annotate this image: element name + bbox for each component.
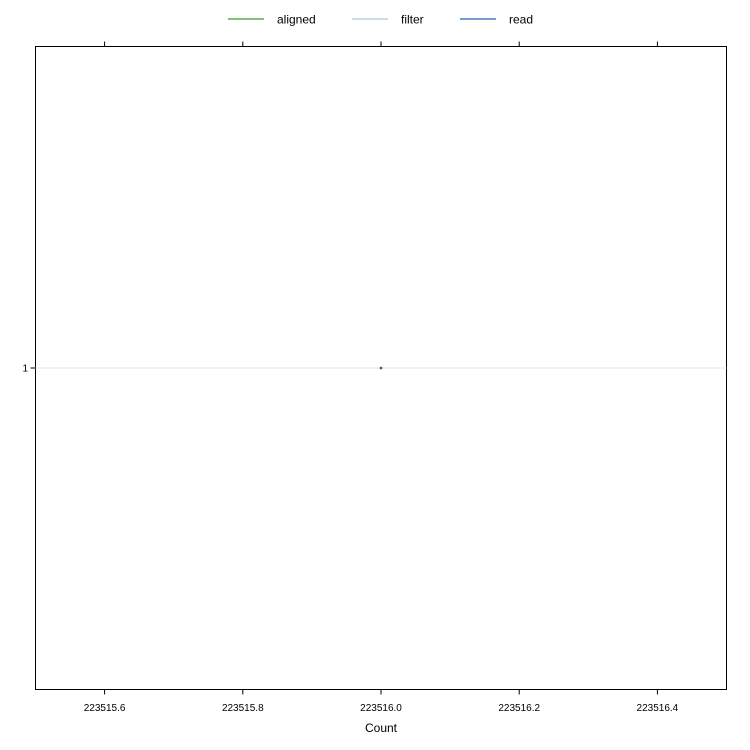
x-axis-bottom-ticks: 223515.6 223515.8 223516.0 223516.2 223516.4 <box>84 689 679 714</box>
y-tick-label: 1 <box>22 364 28 375</box>
x-tick-label: 223516.0 <box>360 703 402 714</box>
chart-legend: aligned filter read <box>228 13 533 27</box>
x-tick-label: 223516.4 <box>637 703 679 714</box>
x-axis-top-ticks <box>104 41 658 47</box>
y-axis: 1 <box>22 364 36 375</box>
legend-label-read: read <box>509 13 533 27</box>
point-read <box>379 366 383 370</box>
x-tick-label: 223515.6 <box>84 703 126 714</box>
x-tick-label: 223516.2 <box>498 703 540 714</box>
legend-label-filter: filter <box>401 13 424 27</box>
x-axis-title: Count <box>365 721 398 735</box>
x-tick-label: 223515.8 <box>222 703 264 714</box>
data-points <box>379 366 383 370</box>
legend-label-aligned: aligned <box>277 13 316 27</box>
